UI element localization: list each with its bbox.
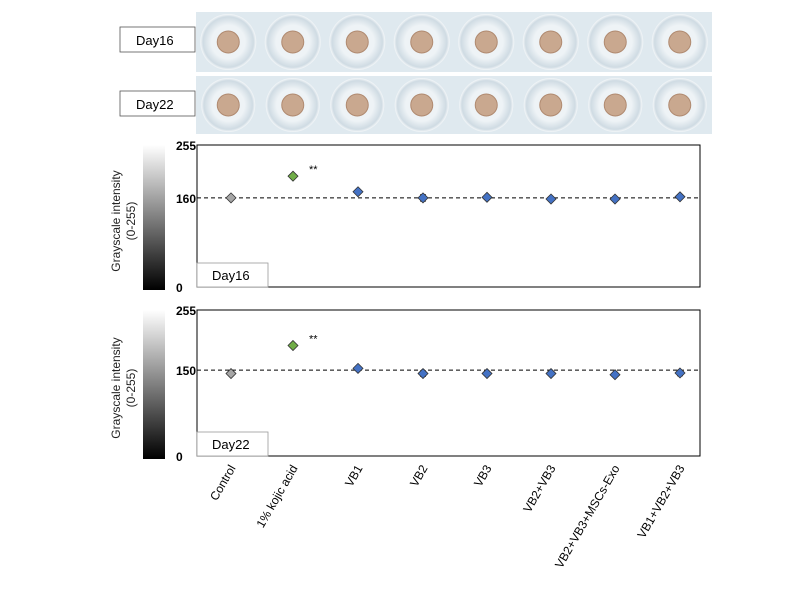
cell-pellet bbox=[281, 30, 305, 54]
grayscale-colorbar bbox=[143, 145, 165, 290]
x-tick-label: VB1 bbox=[342, 462, 366, 489]
x-tick-label: VB2+VB3+MSCs-Exo bbox=[552, 462, 623, 570]
x-tick-label: VB2+VB3 bbox=[520, 462, 558, 515]
x-tick-label: 1% kojic acid bbox=[253, 463, 300, 531]
significance-annotation: ** bbox=[309, 164, 318, 176]
cell-pellet bbox=[603, 30, 627, 54]
cell-pellet bbox=[539, 93, 563, 117]
panel-label-box bbox=[196, 431, 269, 457]
y-axis-label-line2: (0-255) bbox=[124, 369, 138, 408]
panel-label: Day16 bbox=[212, 268, 250, 283]
cell-pellet bbox=[345, 30, 369, 54]
y-tick-label: 150 bbox=[176, 364, 196, 378]
cell-pellet bbox=[345, 93, 369, 117]
y-axis-label: Grayscale intensity(0-255) bbox=[109, 337, 138, 438]
y-axis-label: Grayscale intensity(0-255) bbox=[109, 170, 138, 271]
y-tick-label: 0 bbox=[176, 281, 183, 295]
y-tick-label: 255 bbox=[176, 304, 196, 318]
data-point-vb1 bbox=[352, 186, 364, 198]
x-tick-label: VB3 bbox=[471, 462, 495, 489]
data-point-vb3 bbox=[481, 191, 493, 203]
x-axis-labels: Control 1% kojic acid VB1 VB2 VB3 VB2+VB3VB2+… bbox=[207, 462, 688, 570]
photo-row-label: Day16 bbox=[136, 33, 174, 48]
charts: Grayscale intensity(0-255)2551600Day16**… bbox=[109, 139, 701, 464]
cell-pellet bbox=[216, 93, 240, 117]
plot-frame bbox=[196, 309, 701, 457]
cell-pellet bbox=[539, 30, 563, 54]
chart-Day22: Grayscale intensity(0-255) 255 150 0 Day22 ** bbox=[109, 304, 701, 464]
data-point-1-kojic-acid bbox=[287, 170, 299, 182]
y-axis-label-line1: Grayscale intensity bbox=[109, 337, 123, 438]
panel-label-box bbox=[196, 262, 269, 288]
well-plate-photos: Day16 Day22 bbox=[119, 12, 712, 134]
data-point-control bbox=[225, 192, 237, 204]
y-axis-label-line2: (0-255) bbox=[124, 202, 138, 241]
data-point-vb1 bbox=[352, 362, 364, 374]
data-point-vb2-vb3 bbox=[545, 367, 557, 380]
data-point-vb2-vb3-mscs-exo bbox=[609, 193, 621, 205]
cell-pellet bbox=[603, 93, 627, 117]
plot-frame bbox=[196, 144, 701, 288]
cell-pellet bbox=[281, 93, 305, 117]
cell-pellet bbox=[410, 30, 434, 54]
cell-pellet bbox=[410, 93, 434, 117]
data-point-control bbox=[225, 367, 237, 380]
cell-pellet bbox=[216, 30, 240, 54]
cell-pellet bbox=[668, 30, 692, 54]
x-tick-label: VB1+VB2+VB3 bbox=[634, 462, 687, 540]
chart-Day16: Grayscale intensity(0-255) 255 160 0 Day16 ** bbox=[109, 139, 701, 295]
photo-row-label-box bbox=[119, 90, 196, 117]
data-point-vb1-vb2-vb3 bbox=[674, 191, 686, 203]
data-point-vb3 bbox=[481, 367, 493, 380]
x-tick-label: VB2 bbox=[407, 462, 431, 489]
photo-row-label: Day22 bbox=[136, 97, 174, 112]
cell-pellet bbox=[474, 30, 498, 54]
data-point-vb2-vb3 bbox=[545, 193, 557, 205]
data-point-vb1-vb2-vb3 bbox=[674, 367, 686, 379]
data-point-vb2-vb3-mscs-exo bbox=[609, 369, 621, 381]
photo-row-Day16: Day16 bbox=[119, 12, 712, 72]
y-tick-label: 0 bbox=[176, 450, 183, 464]
photo-row-label-box bbox=[119, 26, 196, 53]
y-tick-label: 255 bbox=[176, 139, 196, 153]
cell-pellet bbox=[668, 93, 692, 117]
significance-annotation: ** bbox=[309, 333, 318, 345]
y-axis-label-line1: Grayscale intensity bbox=[109, 170, 123, 271]
cell-pellet bbox=[474, 93, 498, 117]
panel-label: Day22 bbox=[212, 437, 250, 452]
grayscale-colorbar bbox=[143, 310, 165, 459]
photo-row-Day22: Day22 bbox=[119, 76, 712, 134]
data-point-vb2 bbox=[417, 367, 429, 380]
x-tick-label: Control bbox=[207, 463, 238, 504]
data-point-vb2 bbox=[417, 192, 429, 204]
data-point-1-kojic-acid bbox=[287, 339, 299, 352]
y-tick-label: 160 bbox=[176, 192, 196, 206]
